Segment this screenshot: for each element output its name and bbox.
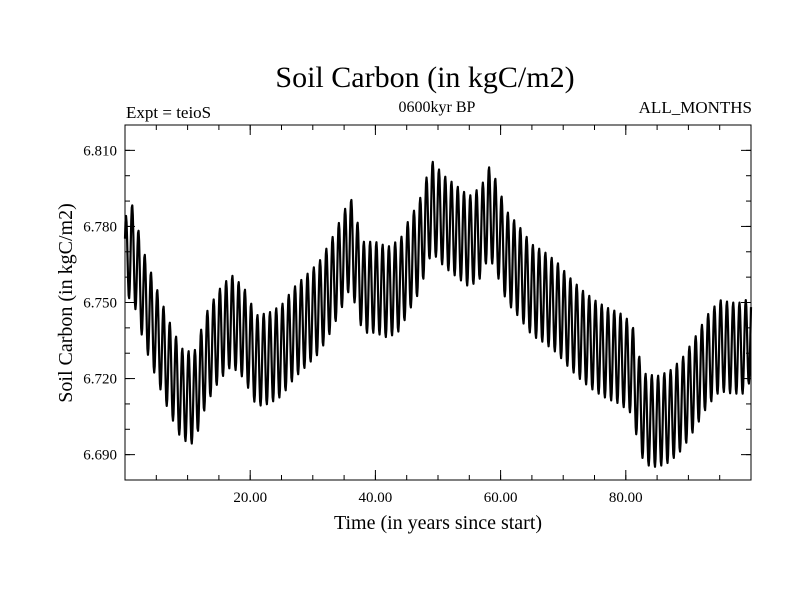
soil-carbon-series-line [123,160,753,468]
x-axis: 20.00 40.00 60.00 80.00 [233,125,643,506]
experiment-label: Expt = teioS [126,103,211,122]
months-label: ALL_MONTHS [639,98,752,117]
chart-subtitle: 0600kyr BP [399,99,476,116]
x-tick-label: 20.00 [233,490,267,506]
y-axis-label: Soil Carbon (in kgC/m2) [55,203,77,402]
x-tick-label: 80.00 [609,490,643,506]
y-axis: 6.690 6.720 6.750 6.780 6.810 [83,143,751,464]
y-tick-label: 6.690 [83,448,117,464]
y-tick-label: 6.750 [83,296,117,312]
x-axis-label: Time (in years since start) [334,512,542,534]
y-tick-label: 6.810 [83,143,117,159]
x-tick-label: 60.00 [484,490,518,506]
y-tick-label: 6.780 [83,219,117,235]
x-tick-label: 40.00 [359,490,393,506]
y-tick-label: 6.720 [83,372,117,388]
chart-title: Soil Carbon (in kgC/m2) [275,61,574,94]
